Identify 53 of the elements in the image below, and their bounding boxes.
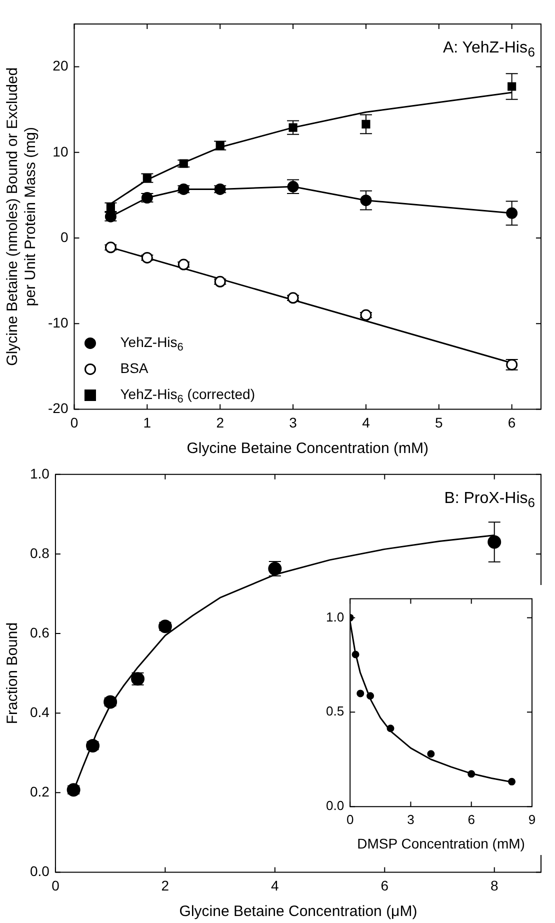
y-tick-label: 0.5: [326, 704, 344, 719]
point: [104, 202, 118, 212]
point: [158, 620, 172, 634]
y-tick-label: 10: [52, 143, 68, 160]
x-tick-label: 6: [468, 812, 475, 827]
point: [104, 695, 118, 709]
x-axis-title: Glycine Betaine Concentration (μM): [179, 903, 418, 920]
x-tick-label: 2: [161, 877, 170, 894]
point: [508, 778, 516, 786]
point: [427, 750, 435, 758]
point: [356, 690, 364, 698]
x-tick-label: 3: [407, 812, 414, 827]
y-tick-label: 0.2: [30, 784, 50, 800]
point: [141, 252, 153, 264]
y-tick-label: 0.4: [30, 704, 50, 720]
point: [468, 770, 476, 778]
point: [506, 207, 518, 219]
x-tick-label: 9: [528, 812, 536, 827]
point: [488, 535, 502, 549]
x-tick-label: 2: [216, 414, 224, 430]
y-tick-label: 1.0: [326, 609, 344, 624]
x-tick-label: 3: [289, 414, 298, 430]
y-tick-label: 20: [52, 58, 68, 74]
x-tick-label: 6: [380, 877, 389, 894]
y-axis-title: Glycine Betaine (nmoles) Bound or Excluded per Unit Protein Mass (mg): [4, 67, 40, 366]
point: [386, 724, 394, 732]
point: [360, 309, 372, 321]
x-tick-label: 8: [490, 877, 498, 894]
x-tick-label: 4: [362, 414, 370, 430]
point: [86, 738, 100, 752]
y-tick-label: -20: [48, 400, 68, 416]
y-tick-label: 0.8: [30, 544, 50, 561]
y-axis-title: Fraction Bound: [4, 622, 22, 724]
y-tick-label: 0.0: [30, 863, 50, 880]
x-tick-label: 4: [271, 877, 280, 894]
point: [352, 650, 360, 658]
point: [366, 692, 374, 700]
x-axis-title: DMSP Concentration (mM): [357, 835, 525, 852]
point: [214, 276, 226, 288]
x-axis-title: Glycine Betaine Concentration (mM): [186, 440, 429, 458]
x-tick-label: 5: [434, 414, 443, 430]
y-tick-label: 1.0: [30, 465, 50, 482]
x-tick-label: 1: [143, 414, 152, 430]
x-tick-label: 6: [508, 414, 516, 430]
y-tick-label: 0.6: [30, 624, 50, 640]
legend-label: BSA: [120, 360, 149, 376]
point: [287, 292, 299, 304]
x-tick-label: 0: [346, 812, 354, 827]
y-tick-label: -10: [48, 314, 68, 330]
point: [178, 258, 190, 270]
y-tick-label: 0: [60, 228, 68, 245]
y-tick-label: 0.0: [326, 798, 344, 814]
x-tick-label: 0: [70, 414, 78, 430]
